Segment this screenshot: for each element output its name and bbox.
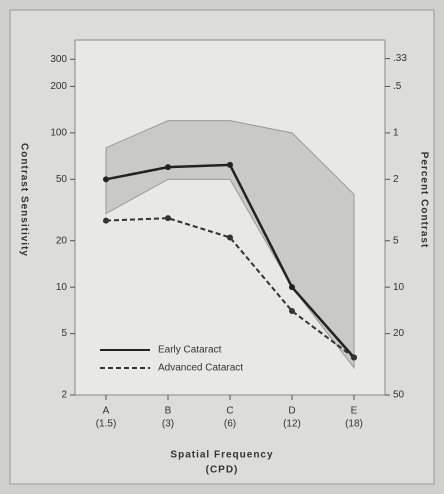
y-tick-label: 2 bbox=[61, 390, 67, 401]
x-tick-label: B bbox=[165, 406, 172, 417]
x-axis-unit: (CPD) bbox=[206, 465, 239, 476]
x-tick-sublabel: (3) bbox=[162, 419, 174, 430]
x-tick-label: A bbox=[103, 406, 110, 417]
data-point bbox=[351, 354, 357, 361]
data-point bbox=[165, 215, 171, 222]
y-tick-label: 300 bbox=[50, 54, 67, 65]
data-point bbox=[103, 217, 109, 224]
y-tick-label: 200 bbox=[50, 81, 67, 92]
data-point bbox=[289, 284, 295, 291]
y2-tick-label: 2 bbox=[393, 174, 399, 185]
data-point bbox=[103, 176, 109, 183]
data-point bbox=[227, 234, 233, 241]
series-line bbox=[105, 217, 355, 359]
x-tick-sublabel: (18) bbox=[345, 419, 363, 430]
y2-tick-label: .33 bbox=[393, 53, 407, 64]
x-tick-sublabel: (12) bbox=[283, 419, 301, 430]
x-axis-label: Spatial Frequency bbox=[170, 450, 273, 461]
y2-tick-label: 50 bbox=[393, 390, 405, 401]
y-tick-label: 20 bbox=[56, 235, 68, 246]
data-point bbox=[289, 308, 295, 315]
y2-axis-label: Percent Contrast bbox=[418, 152, 429, 249]
y-tick-label: 50 bbox=[56, 174, 68, 185]
y2-tick-label: 1 bbox=[393, 128, 399, 139]
y2-tick-label: .5 bbox=[393, 81, 402, 92]
y-tick-label: 10 bbox=[56, 282, 68, 293]
data-point bbox=[227, 161, 233, 168]
y2-tick-label: 5 bbox=[393, 235, 399, 246]
x-tick-label: C bbox=[226, 406, 233, 417]
x-tick-sublabel: (6) bbox=[224, 419, 236, 430]
data-point bbox=[165, 164, 171, 171]
y-tick-label: 5 bbox=[61, 328, 67, 339]
y2-tick-label: 10 bbox=[393, 282, 405, 293]
legend-label: Early Cataract bbox=[158, 345, 222, 356]
y-tick-label: 100 bbox=[50, 128, 67, 139]
legend-label: Advanced Cataract bbox=[158, 363, 243, 374]
y2-tick-label: 20 bbox=[393, 328, 405, 339]
x-tick-label: D bbox=[288, 406, 295, 417]
normal-range bbox=[105, 120, 355, 370]
x-tick-sublabel: (1.5) bbox=[96, 419, 117, 430]
y-axis-label: Contrast Sensitivity bbox=[18, 143, 29, 257]
x-tick-label: E bbox=[351, 406, 358, 417]
